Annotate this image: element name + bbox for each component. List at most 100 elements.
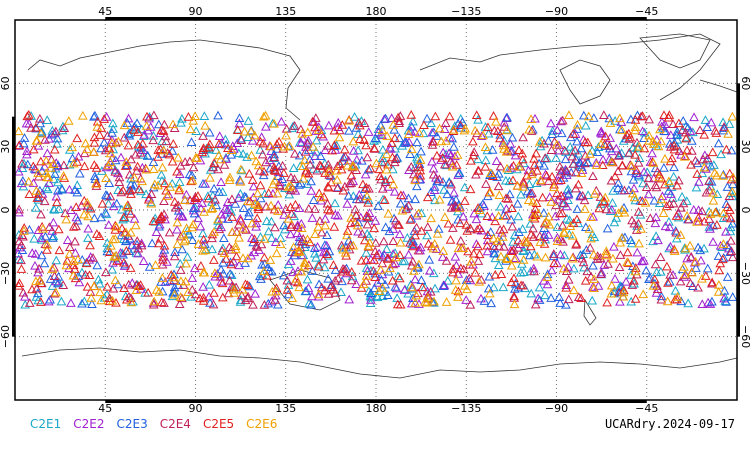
frame-bar-left <box>12 116 15 337</box>
occultation-marker <box>81 258 92 268</box>
occultation-marker <box>408 293 418 302</box>
frame-bar-right <box>737 83 740 337</box>
occultation-marker <box>102 281 113 291</box>
occultation-marker <box>180 276 191 286</box>
occultation-marker <box>172 239 183 249</box>
occultation-marker <box>61 214 72 224</box>
occultation-marker <box>320 168 330 177</box>
occultation-marker <box>285 256 296 265</box>
occultation-marker <box>147 238 157 248</box>
occultation-marker <box>289 174 300 183</box>
occultation-marker <box>580 158 590 168</box>
occultation-marker <box>535 237 546 246</box>
occultation-marker <box>177 293 187 303</box>
occultation-marker <box>490 253 501 263</box>
occultation-marker <box>494 190 505 200</box>
occultation-marker <box>198 267 209 277</box>
occultation-marker <box>599 196 610 206</box>
occultation-marker <box>154 286 164 296</box>
occultation-marker <box>63 116 74 125</box>
coastlines <box>21 33 738 379</box>
occultation-marker <box>506 162 517 172</box>
occultation-marker <box>364 238 375 247</box>
occultation-marker <box>408 241 418 251</box>
occultation-marker <box>546 293 556 302</box>
occultation-marker <box>263 188 274 197</box>
occultation-marker <box>518 255 529 264</box>
occultation-marker <box>311 252 321 262</box>
occultation-marker <box>119 132 130 142</box>
occultation-marker <box>638 178 648 188</box>
occultation-marker <box>204 127 215 137</box>
occultation-marker <box>270 222 280 232</box>
occultation-marker <box>292 228 303 237</box>
occultation-marker <box>346 218 356 228</box>
occultation-marker <box>621 130 632 139</box>
occultation-marker <box>532 251 543 261</box>
occultation-marker <box>567 253 578 263</box>
occultation-marker <box>434 194 445 204</box>
occultation-marker <box>461 275 472 284</box>
occultation-marker <box>188 115 199 125</box>
occultation-marker <box>306 299 316 309</box>
occultation-marker <box>584 223 595 233</box>
occultation-marker <box>306 176 316 186</box>
occultation-marker <box>380 113 391 123</box>
occultation-marker <box>336 287 346 297</box>
occultation-marker <box>158 251 168 261</box>
occultation-marker <box>631 165 642 175</box>
occultation-marker <box>135 147 146 157</box>
x-tick-label-bottom: 135 <box>275 402 296 415</box>
occultation-marker <box>491 156 502 165</box>
occultation-marker <box>129 213 140 223</box>
occultation-marker <box>271 283 282 292</box>
occultation-marker <box>205 172 215 182</box>
occultation-marker <box>562 213 572 223</box>
occultation-marker <box>96 212 106 222</box>
occultation-marker <box>615 250 626 259</box>
occultation-marker <box>495 133 505 143</box>
occultation-marker <box>685 278 696 288</box>
occultation-marker <box>572 124 583 133</box>
occultation-marker <box>77 267 87 277</box>
occultation-marker <box>581 245 592 254</box>
occultation-marker <box>159 178 170 188</box>
occultation-marker <box>282 285 293 294</box>
occultation-marker <box>332 174 343 184</box>
occultation-marker <box>117 223 127 233</box>
occultation-marker <box>362 191 372 201</box>
occultation-marker <box>160 131 171 141</box>
occultation-marker <box>565 221 576 230</box>
occultation-marker <box>556 116 566 126</box>
occultation-marker <box>123 140 134 150</box>
occultation-marker <box>479 296 490 305</box>
occultation-marker <box>385 174 396 183</box>
occultation-marker <box>707 296 717 306</box>
occultation-marker <box>36 209 46 219</box>
occultation-marker <box>711 170 722 180</box>
occultation-marker <box>406 110 417 119</box>
occultation-marker <box>638 289 649 299</box>
legend-item-C2E5: C2E5 <box>202 417 235 431</box>
occultation-marker <box>225 172 235 182</box>
occultation-marker <box>232 125 243 134</box>
occultation-marker <box>585 242 596 252</box>
occultation-marker <box>31 283 42 293</box>
occultation-marker <box>399 256 410 265</box>
occultation-marker <box>45 294 56 304</box>
occultation-marker <box>108 124 118 133</box>
occultation-marker <box>172 224 182 234</box>
occultation-marker <box>181 258 191 268</box>
occultation-marker <box>254 165 265 175</box>
occultation-marker <box>507 246 517 256</box>
occultation-marker <box>443 218 454 228</box>
occultation-marker <box>508 244 519 254</box>
occultation-marker <box>358 179 368 189</box>
occultation-marker <box>668 119 678 128</box>
occultation-marker <box>650 259 661 269</box>
occultation-marker <box>136 240 147 250</box>
occultation-marker <box>543 176 554 185</box>
occultation-marker <box>197 147 208 157</box>
occultation-marker <box>107 128 117 137</box>
occultation-marker <box>14 204 24 214</box>
